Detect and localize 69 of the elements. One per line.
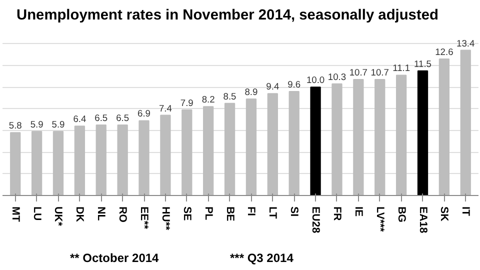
x-tick-label: NL: [95, 206, 108, 222]
bar: [224, 102, 236, 196]
data-label: 9.4: [266, 82, 280, 92]
x-tick-label: IT: [460, 206, 472, 216]
bar: [396, 74, 407, 196]
bar: [160, 114, 171, 196]
bar: [96, 124, 106, 196]
x-tick-label: SK: [438, 206, 450, 222]
data-label: 13.4: [456, 38, 475, 48]
text: ** October 2014: [70, 250, 159, 267]
data-label: 6.5: [116, 113, 130, 124]
x-tick-label: LT: [266, 206, 279, 220]
data-label: 10.0: [306, 75, 325, 86]
x-tick-label: FR: [330, 206, 343, 222]
x-tick-label: PL: [202, 206, 214, 221]
x-tick-label: LU: [30, 206, 43, 222]
data-label: 11.1: [392, 63, 410, 74]
x-tick-label: DK: [74, 206, 86, 222]
x-tick-label: MT: [9, 206, 22, 222]
bar: [288, 90, 300, 196]
data-label: 6.4: [73, 114, 86, 124]
bar: [10, 132, 21, 196]
bar: [31, 131, 42, 196]
bar: [182, 109, 192, 196]
x-tick-label: FI: [245, 206, 258, 216]
bar: [52, 131, 64, 196]
x-tick-label: SI: [288, 206, 300, 217]
bar: [74, 126, 86, 196]
bar: [267, 93, 278, 196]
data-label: 12.6: [435, 46, 454, 57]
data-label: 8.2: [202, 94, 215, 105]
data-label: 11.5: [414, 58, 432, 69]
bar: [246, 98, 257, 196]
data-label: 5.8: [8, 120, 22, 131]
x-tick-label: IE: [352, 206, 364, 217]
x-tick-label: EE**: [138, 206, 150, 230]
x-tick-label: EA18: [416, 206, 429, 234]
bar: [353, 79, 364, 196]
x-tick-label: RO: [116, 206, 129, 222]
data-label: 8.5: [223, 91, 236, 102]
data-label: 10.7: [349, 68, 368, 78]
bar: [332, 83, 342, 196]
x-tick-label: LV***: [374, 206, 386, 233]
data-label: 7.9: [180, 98, 194, 108]
data-label: 6.9: [138, 108, 150, 119]
data-label: 5.9: [52, 120, 65, 130]
bar: [438, 58, 450, 196]
bar: [417, 70, 428, 196]
bar: [117, 124, 128, 196]
x-tick-label: BE: [224, 206, 236, 222]
bar: [138, 120, 150, 196]
bar: [374, 79, 386, 196]
data-label: 9.6: [288, 79, 301, 90]
bar: [203, 106, 214, 196]
data-label: 10.3: [328, 72, 346, 82]
x-tick-label: BG: [395, 206, 408, 222]
x-tick-label: EU28: [310, 206, 322, 234]
x-tick-label: UK*: [52, 206, 64, 227]
x-tick-label: SE: [180, 206, 193, 221]
data-label: 5.9: [30, 120, 44, 130]
data-label: 10.7: [370, 68, 389, 78]
data-label: 6.5: [94, 113, 108, 124]
data-label: 8.9: [244, 87, 258, 98]
bar: [310, 86, 321, 196]
chart-title: Unemployment rates in November 2014, seasonally adjusted: [16, 8, 438, 24]
x-tick-label: HU**: [159, 206, 172, 232]
text: *** Q3 2014: [230, 250, 294, 267]
bar: [460, 50, 471, 196]
data-label: 7.4: [158, 103, 172, 114]
